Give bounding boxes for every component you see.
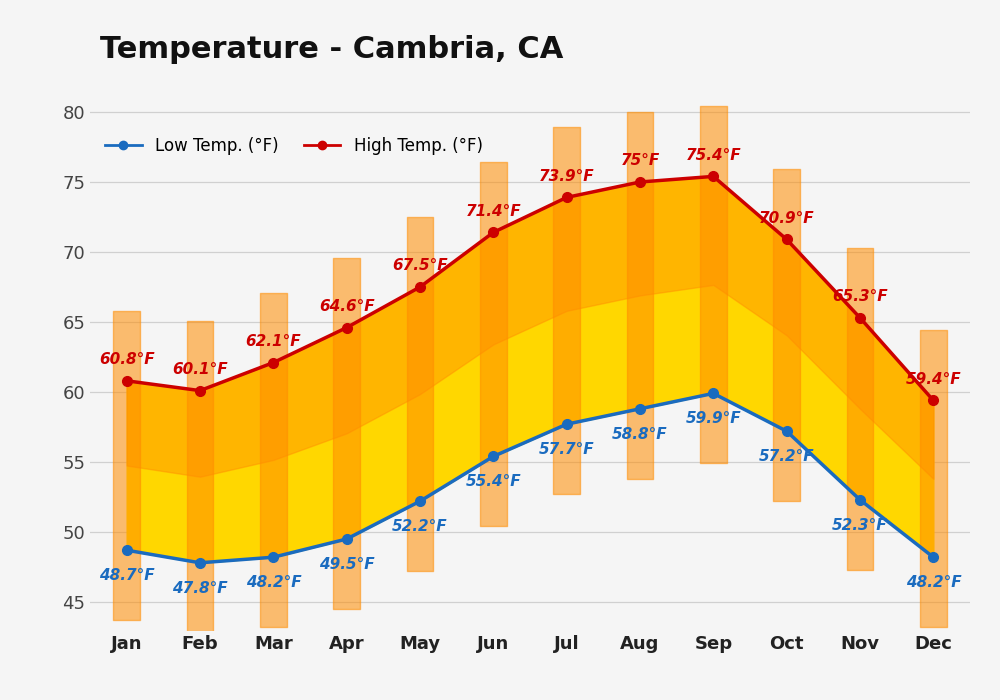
Text: 48.2°F: 48.2°F (246, 575, 301, 590)
Text: 67.5°F: 67.5°F (392, 258, 448, 273)
Text: 71.4°F: 71.4°F (466, 204, 521, 218)
Text: 49.5°F: 49.5°F (319, 557, 374, 572)
Text: 59.9°F: 59.9°F (686, 412, 741, 426)
Text: 57.7°F: 57.7°F (539, 442, 594, 457)
Text: 48.7°F: 48.7°F (99, 568, 154, 583)
Text: 48.2°F: 48.2°F (906, 575, 961, 590)
Text: 64.6°F: 64.6°F (319, 299, 374, 314)
Text: 58.8°F: 58.8°F (612, 427, 668, 442)
Text: Temperature - Cambria, CA: Temperature - Cambria, CA (100, 35, 563, 64)
Text: 52.3°F: 52.3°F (832, 518, 888, 533)
Text: 65.3°F: 65.3°F (832, 289, 888, 304)
Text: 47.8°F: 47.8°F (172, 581, 228, 596)
Text: 52.2°F: 52.2°F (392, 519, 448, 534)
Text: 62.1°F: 62.1°F (246, 334, 301, 349)
Text: 59.4°F: 59.4°F (906, 372, 961, 386)
Text: 75°F: 75°F (620, 153, 660, 168)
Text: 60.1°F: 60.1°F (172, 362, 228, 377)
Legend: Low Temp. (°F), High Temp. (°F): Low Temp. (°F), High Temp. (°F) (98, 131, 489, 162)
Text: 70.9°F: 70.9°F (759, 211, 814, 225)
Text: 57.2°F: 57.2°F (759, 449, 814, 464)
Text: 55.4°F: 55.4°F (466, 475, 521, 489)
Text: 75.4°F: 75.4°F (686, 148, 741, 162)
Text: 73.9°F: 73.9°F (539, 169, 594, 183)
Text: 60.8°F: 60.8°F (99, 352, 154, 367)
